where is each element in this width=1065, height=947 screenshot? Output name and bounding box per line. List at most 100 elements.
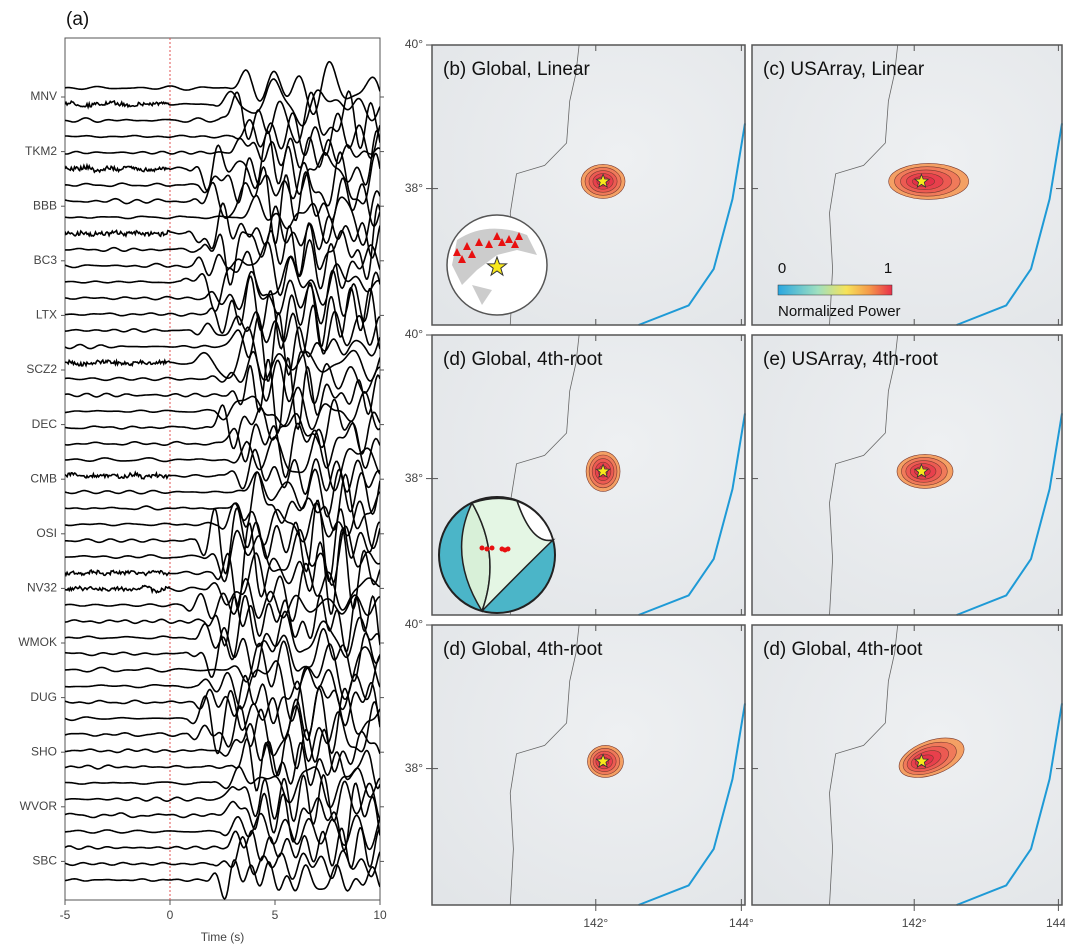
- x-tick-label: 142°: [902, 916, 927, 930]
- x-tick-label: 5: [272, 908, 279, 922]
- waveform-trace: [65, 812, 380, 851]
- waveform-trace: [65, 398, 380, 455]
- waveform-trace: [65, 499, 380, 583]
- station-marker: [458, 255, 466, 263]
- waveform-trace: [65, 627, 380, 683]
- waveform-trace: [65, 594, 380, 661]
- waveform-trace: [65, 594, 380, 654]
- station-marker: [505, 235, 513, 243]
- y-tick-label: 38°: [405, 761, 423, 775]
- waveform-trace: [65, 112, 380, 160]
- waveform-trace: [65, 190, 380, 247]
- station-label: CMB: [30, 471, 57, 485]
- trench: [638, 413, 746, 616]
- station-marker: [493, 232, 501, 240]
- waveform-trace: [65, 655, 380, 722]
- station-label: DUG: [30, 690, 57, 704]
- coastline: [829, 624, 899, 906]
- waveform-trace: [65, 150, 380, 207]
- waveform-trace: [65, 386, 380, 431]
- waveform-trace: [65, 311, 380, 382]
- rupture-dot: [505, 546, 511, 552]
- waveform-trace: [65, 737, 380, 792]
- waveform-trace: [65, 500, 380, 549]
- map-frame: [751, 334, 1063, 616]
- beachball-fill: [470, 497, 556, 612]
- waveform-trace: [65, 859, 380, 900]
- station-label: DEC: [32, 417, 58, 431]
- waveform-trace: [65, 136, 380, 169]
- epicenter: [595, 753, 611, 769]
- trench: [956, 413, 1063, 616]
- y-tick-label: 38°: [405, 181, 423, 195]
- waveform-trace: [65, 356, 380, 435]
- trench: [638, 123, 746, 326]
- station-label: SHO: [31, 744, 57, 758]
- waveform-trace: [65, 238, 380, 297]
- waveform-trace: [65, 640, 380, 701]
- waveform-trace: [65, 129, 380, 196]
- station-label: LTX: [36, 308, 57, 322]
- x-tick-label: 144°: [1046, 916, 1065, 930]
- waveform-trace: [65, 826, 380, 869]
- epicenter: [913, 173, 930, 189]
- colorbar-label: Normalized Power: [778, 303, 901, 320]
- coastline: [829, 334, 899, 616]
- y-tick-label: 40°: [405, 327, 423, 341]
- waveform-trace: [65, 428, 380, 492]
- waveform-trace: [65, 78, 380, 127]
- waveform-trace: [65, 722, 380, 777]
- epicenter: [913, 463, 930, 479]
- station-marker: [515, 232, 523, 240]
- station-label: NV32: [27, 581, 57, 595]
- x-tick-label: 142°: [583, 916, 608, 930]
- rupture-dot: [489, 545, 495, 551]
- waveform-trace: [65, 577, 380, 620]
- x-tick-label: -5: [60, 908, 71, 922]
- waveform-trace: [65, 835, 380, 880]
- x-tick-label: 0: [167, 908, 174, 922]
- station-label: SCZ2: [26, 362, 57, 376]
- map-frame: [751, 624, 1063, 906]
- waveform-trace: [65, 765, 380, 809]
- waveform-trace: [65, 782, 380, 852]
- source-star: [486, 255, 508, 277]
- waveform-trace: [65, 552, 380, 622]
- colorbar: [777, 284, 893, 296]
- epicenter: [913, 753, 930, 769]
- panel-title: (e) USArray, 4th-root: [763, 349, 939, 370]
- trench: [638, 703, 746, 906]
- station-marker: [453, 248, 461, 256]
- waveform-trace: [65, 448, 380, 496]
- x-tick-label: 10: [373, 908, 387, 922]
- waveform-trace: [65, 60, 380, 115]
- station-label: WVOR: [20, 799, 58, 813]
- station-marker: [498, 238, 506, 246]
- waveform-trace: [65, 90, 380, 150]
- waveform-trace: [65, 687, 380, 755]
- panel-title: (d) Global, 4th-root: [763, 639, 923, 660]
- y-tick-label: 40°: [405, 617, 423, 631]
- colorbar-max: 1: [884, 260, 892, 277]
- waveform-trace: [65, 269, 380, 325]
- panel-title: (b) Global, Linear: [443, 59, 590, 80]
- station-label: BC3: [34, 253, 58, 267]
- map-frame: [431, 44, 746, 326]
- x-tick-label: 144°: [729, 916, 754, 930]
- trench: [956, 123, 1063, 326]
- station-label: TKM2: [25, 144, 57, 158]
- station-label: WMOK: [18, 635, 57, 649]
- coastline: [509, 624, 580, 906]
- waveform-trace: [65, 470, 380, 532]
- coastline: [829, 44, 899, 326]
- x-axis-label: Time (s): [201, 930, 245, 944]
- rupture-dot: [484, 546, 490, 552]
- station-marker: [463, 242, 471, 250]
- station-label: BBB: [33, 198, 57, 212]
- rupture-dot: [479, 545, 485, 551]
- panel-label: (a): [66, 9, 89, 30]
- station-label: MNV: [30, 89, 57, 103]
- panel-title: (d) Global, 4th-root: [443, 349, 603, 370]
- station-marker: [475, 238, 483, 246]
